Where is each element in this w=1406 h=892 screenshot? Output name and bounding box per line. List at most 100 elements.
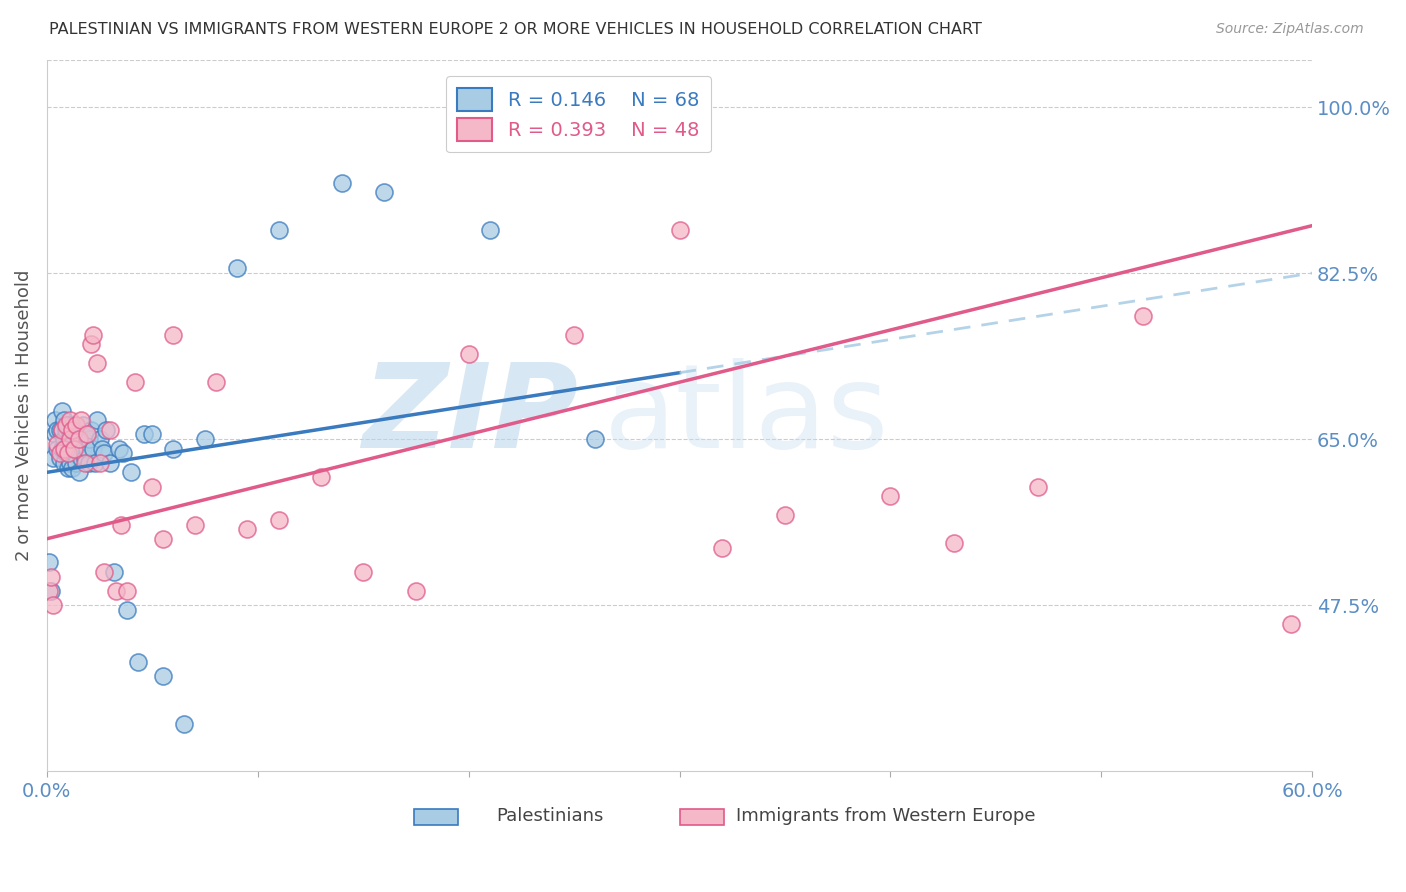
Point [583,432,606,446]
Point [710,541,733,556]
Point [73,427,96,442]
Point [51,423,73,437]
Point [48,451,70,466]
Point [56,437,79,451]
Point [56,417,79,432]
Point [38,556,60,570]
Point [152,669,174,683]
Point [330,176,353,190]
Point [42,598,65,612]
Point [236,522,259,536]
Point [51,423,73,437]
Point [124,375,146,389]
Y-axis label: 2 or more Vehicles in Household: 2 or more Vehicles in Household [15,269,32,561]
Point [39,570,62,584]
Point [52,442,75,456]
Point [63,442,86,456]
Point [73,456,96,470]
Point [111,446,134,460]
Point [60,437,83,451]
Point [65,417,87,432]
Point [59,456,82,470]
Point [82,442,104,456]
Point [1132,309,1154,323]
Point [76,442,98,456]
Point [38,583,60,598]
Point [110,517,132,532]
Point [132,427,155,442]
Point [107,442,129,456]
Point [52,456,75,470]
Point [69,427,91,442]
Point [72,442,94,456]
Point [173,716,195,731]
Point [44,427,66,442]
Point [267,513,290,527]
Point [59,427,82,442]
Point [60,460,83,475]
Point [86,356,108,370]
Point [94,423,117,437]
Point [46,437,69,451]
Point [103,565,125,579]
Point [689,100,711,114]
Text: Palestinians: Palestinians [496,807,603,825]
Point [67,437,90,451]
Point [67,466,90,480]
Point [127,655,149,669]
Point [352,565,374,579]
Point [52,413,75,427]
Point [162,442,184,456]
Point [55,446,77,460]
Point [55,417,77,432]
Point [773,508,796,522]
Point [93,565,115,579]
Point [60,417,83,432]
Point [152,532,174,546]
Point [98,423,121,437]
Point [46,423,69,437]
Point [56,446,79,460]
Point [72,417,94,432]
FancyBboxPatch shape [413,809,458,824]
Point [60,423,83,437]
Point [80,337,103,351]
Point [77,456,100,470]
Point [65,427,87,442]
Point [46,442,69,456]
Point [668,223,690,237]
Point [69,451,91,466]
Point [51,442,73,456]
Point [84,456,107,470]
Point [48,423,70,437]
Point [942,536,965,550]
Point [141,479,163,493]
Point [89,456,111,470]
Point [67,432,90,446]
Point [115,583,138,598]
Point [89,432,111,446]
Point [204,375,226,389]
Point [141,427,163,442]
Point [1279,617,1302,632]
Point [405,583,427,598]
Text: PALESTINIAN VS IMMIGRANTS FROM WESTERN EUROPE 2 OR MORE VEHICLES IN HOUSEHOLD CO: PALESTINIAN VS IMMIGRANTS FROM WESTERN E… [49,22,981,37]
Point [39,583,62,598]
Point [162,327,184,342]
Point [120,466,142,480]
Point [183,517,205,532]
Legend: R = 0.146    N = 68, R = 0.393    N = 48: R = 0.146 N = 68, R = 0.393 N = 48 [446,77,711,153]
Point [82,327,104,342]
Text: ZIP: ZIP [363,358,578,473]
Point [51,403,73,417]
Point [59,413,82,427]
Point [42,451,65,466]
Point [1026,479,1049,493]
Point [309,470,332,484]
Point [44,413,66,427]
Point [267,223,290,237]
Point [90,442,112,456]
Point [105,583,128,598]
Text: Source: ZipAtlas.com: Source: ZipAtlas.com [1216,22,1364,37]
Point [69,413,91,427]
